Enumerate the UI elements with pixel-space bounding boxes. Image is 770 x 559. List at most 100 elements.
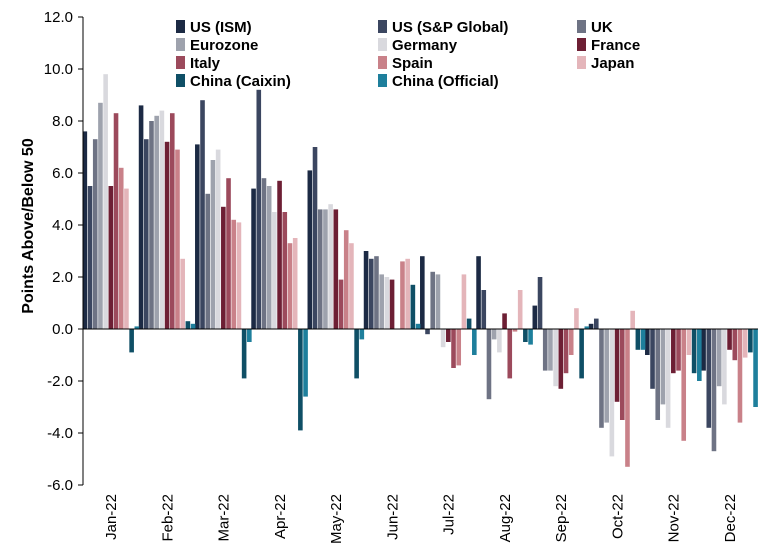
y-tick-label: 4.0 [52,217,73,234]
bar [98,102,103,329]
bar [129,329,134,353]
bar [333,209,339,329]
bar [298,329,303,431]
legend-label: France [591,37,640,54]
bar [169,113,175,329]
bar [138,105,144,330]
axes [82,17,758,485]
bar [307,170,313,329]
bar [727,329,732,350]
legend-label: Japan [591,55,634,72]
legend-swatch [176,38,185,51]
x-tick-label: Dec-22 [722,494,739,542]
bar [748,329,753,353]
bar [312,147,318,329]
bar [124,188,129,329]
x-tick-label: Sep-22 [553,494,570,542]
bar [134,326,140,329]
bar [655,329,661,420]
y-tick-label: -4.0 [47,425,73,442]
legend-label: UK [591,19,613,36]
bar [697,329,702,381]
bar [221,206,226,329]
bar [195,144,200,329]
bar [359,329,365,340]
bar [113,113,119,329]
bar [430,271,436,329]
bar [251,188,256,329]
x-tick-label: Aug-22 [497,494,514,542]
x-tick-label: Jun-22 [384,494,401,540]
bar [476,256,481,329]
bar [517,290,523,329]
bar [701,329,706,371]
bar [512,329,518,332]
bar [374,256,379,329]
bar [645,329,650,355]
bar [640,329,646,350]
bar [660,329,666,405]
bar [415,323,421,329]
y-tick-label: 6.0 [52,165,73,182]
bar [558,329,564,389]
bar [180,258,185,329]
bar [185,321,191,329]
bar [338,279,344,329]
bar [446,329,451,342]
bar [737,329,743,423]
bar [732,329,738,361]
bar [532,305,538,329]
bar [103,74,108,329]
x-tick-label: Mar-22 [216,494,233,542]
bar [461,274,467,329]
bar [435,274,441,329]
y-tick-label: 0.0 [52,321,73,338]
bar [247,329,252,342]
legend-label: Italy [190,55,221,72]
y-tick-label: 8.0 [52,113,73,130]
bar [604,329,609,423]
bar [722,329,727,405]
bar [593,318,599,329]
bar [584,326,590,329]
bar [292,238,298,329]
legend-swatch [577,38,586,51]
bar [588,323,594,329]
bar [742,329,748,358]
bar [236,222,242,329]
bar [456,329,462,366]
bar [563,329,569,374]
bar [379,274,384,329]
bar [277,180,282,329]
bar [542,329,548,371]
bar [231,219,237,329]
x-tick-label: May-22 [328,494,345,544]
bar [241,329,247,379]
bar [303,329,308,397]
bar [548,329,553,371]
legend-swatch [176,20,185,33]
y-tick-label: 2.0 [52,269,73,286]
y-tick-label: 10.0 [44,61,73,78]
x-tick-label: Jan-22 [103,494,120,540]
bar [287,243,293,329]
bar [149,121,154,329]
legend-label: China (Caixin) [190,73,291,90]
bar [614,329,620,402]
bar [665,329,671,428]
bar [630,310,635,329]
legend-swatch [577,20,586,33]
y-tick-label: 12.0 [44,9,73,26]
legend-swatch [378,20,387,33]
bar [523,329,528,342]
x-tick-label: Nov-22 [666,494,683,542]
bar [711,329,717,452]
bar [451,329,456,368]
bar [574,308,579,329]
bar [200,100,205,329]
bar [154,115,159,329]
bar [164,141,170,329]
bar [528,329,533,345]
bar [635,329,641,350]
legend-label: US (ISM) [190,19,252,36]
